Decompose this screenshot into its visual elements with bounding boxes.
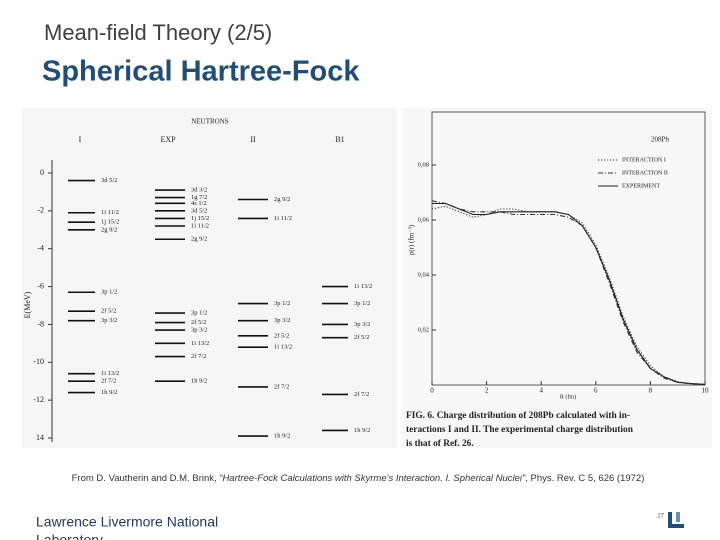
level-label: 1i 11/2 bbox=[101, 209, 119, 216]
level-label: 3p 3/2 bbox=[101, 317, 117, 324]
citation-authors: From D. Vautherin and D.M. Brink, bbox=[72, 473, 220, 484]
level-label: 2f 7/2 bbox=[354, 391, 369, 398]
logo bbox=[668, 512, 684, 528]
level-label: 2g 9/2 bbox=[274, 196, 290, 203]
level-label: 2f 5/2 bbox=[101, 308, 116, 315]
left-figure-scan bbox=[22, 108, 397, 448]
level-label: 3p 1/2 bbox=[274, 300, 290, 307]
figure-caption: FIG. 6. Charge distribution of 208Pb cal… bbox=[406, 411, 630, 421]
y-axis-label: ρ(r) (fm⁻³) bbox=[408, 224, 416, 255]
level-label: 2f 7/2 bbox=[191, 353, 206, 360]
footer-org: Lawrence Livermore National bbox=[36, 514, 218, 530]
y-tick-label: 0,08 bbox=[418, 161, 429, 168]
level-label: 1h 9/2 bbox=[274, 433, 290, 440]
y-tick-label: 0,06 bbox=[418, 216, 430, 223]
level-label: 3d 5/2 bbox=[191, 207, 207, 214]
y-tick-label: -6 bbox=[37, 281, 44, 290]
level-label: 1i 13/2 bbox=[274, 344, 292, 351]
level-label: 1h 9/2 bbox=[191, 378, 207, 385]
nucleus-label: 208Pb bbox=[651, 136, 669, 144]
level-label: 2g 9/2 bbox=[191, 236, 207, 243]
density-curve bbox=[431, 200, 706, 385]
figure-caption: teractions I and II. The experimental ch… bbox=[406, 425, 634, 435]
figure-caption: is that of Ref. 26. bbox=[406, 439, 474, 449]
level-label: 2f 7/2 bbox=[101, 378, 116, 385]
level-label: 1i 13/2 bbox=[354, 283, 372, 290]
density-curve bbox=[432, 202, 706, 385]
column-heading: B1 bbox=[335, 135, 344, 144]
y-tick-label: -4 bbox=[37, 244, 44, 253]
citation-journal: , Phys. Rev. C 5, 626 (1972) bbox=[525, 473, 644, 484]
level-label: 1h 9/2 bbox=[101, 389, 117, 396]
level-label: 1g 7/2 bbox=[191, 194, 207, 201]
x-tick-label: 4 bbox=[539, 387, 543, 395]
right-figure-scan bbox=[402, 108, 712, 448]
level-label: 1j 15/2 bbox=[191, 215, 209, 222]
level-label: 1i 11/2 bbox=[274, 215, 292, 222]
y-tick-label: 0,04 bbox=[418, 271, 430, 278]
column-heading: EXP bbox=[160, 135, 176, 144]
level-label: 2f 5/2 bbox=[274, 332, 289, 339]
citation: From D. Vautherin and D.M. Brink, “Hartr… bbox=[72, 473, 645, 484]
x-axis-label: R (fm) bbox=[560, 393, 576, 400]
x-tick-label: 10 bbox=[702, 387, 710, 395]
column-heading: I bbox=[79, 135, 82, 144]
level-label: 3p 1/2 bbox=[354, 300, 370, 307]
y-tick-label: -10 bbox=[33, 357, 44, 366]
legend-entry: EXPERIMENT bbox=[622, 183, 660, 189]
slide-kicker: Mean-field Theory (2/5) bbox=[44, 20, 272, 45]
level-label: 3p 1/2 bbox=[191, 310, 207, 317]
x-tick-label: 0 bbox=[430, 387, 434, 395]
page-number: 27 bbox=[657, 514, 664, 520]
level-label: 2f 7/2 bbox=[274, 383, 289, 390]
y-axis-label: E(MeV) bbox=[23, 291, 32, 318]
level-label: 1i 13/2 bbox=[191, 340, 209, 347]
slide-title: Spherical Hartree-Fock bbox=[42, 56, 360, 88]
column-heading: II bbox=[250, 135, 256, 144]
level-label: 3d 5/2 bbox=[101, 177, 117, 184]
level-label: 2g 9/2 bbox=[101, 226, 117, 233]
y-tick-label: 14 bbox=[36, 433, 44, 442]
citation-title: “Hartree-Fock Calculations with Skyrme's… bbox=[219, 473, 526, 484]
level-label: 1i 11/2 bbox=[191, 222, 209, 229]
level-label: 4s 1/2 bbox=[191, 200, 207, 207]
level-label: 3p 3/2 bbox=[191, 327, 207, 334]
legend-entry: INTERACTION I bbox=[622, 157, 666, 163]
level-label: 3d 3/2 bbox=[191, 187, 207, 194]
level-label: 3p 1/2 bbox=[101, 289, 117, 296]
level-label: 1h 9/2 bbox=[354, 427, 370, 434]
level-label: 1j 15/2 bbox=[101, 219, 119, 226]
density-curve bbox=[431, 205, 706, 385]
y-tick-label: -2 bbox=[37, 206, 44, 215]
x-tick-label: 8 bbox=[649, 387, 653, 395]
y-tick-label: 0 bbox=[40, 168, 44, 177]
level-label: 1i 13/2 bbox=[101, 370, 119, 377]
x-tick-label: 6 bbox=[594, 387, 598, 395]
level-label: 2f 5/2 bbox=[191, 319, 206, 326]
y-tick-label: -8 bbox=[37, 319, 44, 328]
level-label: 3p 3/2 bbox=[274, 317, 290, 324]
y-tick-label: -12 bbox=[33, 395, 44, 404]
y-tick-label: 0,02 bbox=[418, 326, 429, 333]
figure-heading: NEUTRONS bbox=[191, 118, 228, 126]
level-label: 3p 3/2 bbox=[354, 321, 370, 328]
level-label: 2f 5/2 bbox=[354, 334, 369, 341]
footer-org: Laboratory bbox=[36, 532, 103, 540]
x-tick-label: 2 bbox=[485, 387, 489, 395]
legend-entry: INTERACTION II bbox=[622, 170, 668, 176]
plot-frame bbox=[431, 111, 706, 386]
